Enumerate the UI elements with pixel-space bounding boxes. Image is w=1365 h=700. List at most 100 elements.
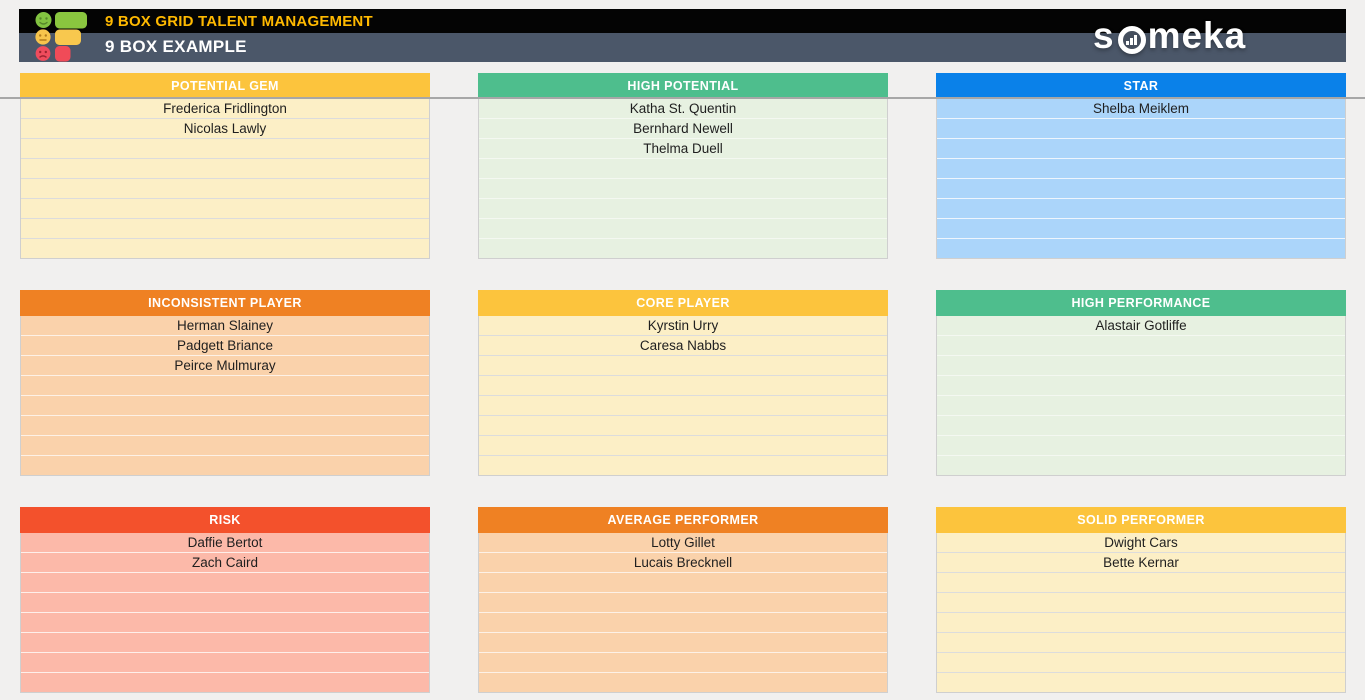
empty-cell[interactable] bbox=[937, 416, 1345, 436]
empty-cell[interactable] bbox=[479, 436, 887, 456]
member-cell[interactable]: Shelba Meiklem bbox=[937, 99, 1345, 119]
box-rows: Kyrstin Urry Caresa Nabbs bbox=[478, 316, 888, 476]
empty-cell[interactable] bbox=[21, 416, 429, 436]
empty-cell[interactable] bbox=[21, 139, 429, 159]
app-title: 9 BOX GRID TALENT MANAGEMENT bbox=[105, 13, 373, 30]
empty-cell[interactable] bbox=[21, 593, 429, 613]
member-cell[interactable]: Bette Kernar bbox=[937, 553, 1345, 573]
empty-cell[interactable] bbox=[937, 199, 1345, 219]
empty-cell[interactable] bbox=[21, 573, 429, 593]
empty-cell[interactable] bbox=[479, 593, 887, 613]
member-cell[interactable]: Dwight Cars bbox=[937, 533, 1345, 553]
empty-cell[interactable] bbox=[937, 336, 1345, 356]
member-cell[interactable]: Lucais Brecknell bbox=[479, 553, 887, 573]
empty-cell[interactable] bbox=[937, 356, 1345, 376]
empty-cell[interactable] bbox=[479, 219, 887, 239]
empty-cell[interactable] bbox=[479, 179, 887, 199]
member-cell[interactable]: Kyrstin Urry bbox=[479, 316, 887, 336]
someka-logo: s meka bbox=[1093, 9, 1246, 62]
empty-cell[interactable] bbox=[937, 139, 1345, 159]
box-title: SOLID PERFORMER bbox=[1077, 513, 1205, 527]
empty-cell[interactable] bbox=[937, 633, 1345, 653]
member-cell[interactable]: Thelma Duell bbox=[479, 139, 887, 159]
empty-cell[interactable] bbox=[479, 673, 887, 692]
empty-cell[interactable] bbox=[21, 673, 429, 692]
empty-cell[interactable] bbox=[479, 653, 887, 673]
talent-box-solid-performer: SOLID PERFORMER Dwight Cars Bette Kernar bbox=[936, 507, 1346, 693]
talent-box-average-performer: AVERAGE PERFORMER Lotty Gillet Lucais Bre… bbox=[478, 507, 888, 693]
box-title: STAR bbox=[1123, 79, 1159, 93]
box-rows: Katha St. Quentin Bernhard Newell Thelma D… bbox=[478, 99, 888, 259]
member-cell[interactable]: Peirce Mulmuray bbox=[21, 356, 429, 376]
empty-cell[interactable] bbox=[21, 396, 429, 416]
empty-cell[interactable] bbox=[21, 376, 429, 396]
empty-cell[interactable] bbox=[21, 456, 429, 475]
empty-cell[interactable] bbox=[479, 376, 887, 396]
empty-cell[interactable] bbox=[937, 673, 1345, 692]
empty-cell[interactable] bbox=[21, 219, 429, 239]
member-cell[interactable]: Padgett Briance bbox=[21, 336, 429, 356]
empty-cell[interactable] bbox=[21, 436, 429, 456]
empty-cell[interactable] bbox=[479, 356, 887, 376]
member-cell[interactable]: Katha St. Quentin bbox=[479, 99, 887, 119]
empty-cell[interactable] bbox=[937, 159, 1345, 179]
box-rows: Herman Slainey Padgett Briance Peirce Mulm… bbox=[20, 316, 430, 476]
empty-cell[interactable] bbox=[479, 239, 887, 258]
empty-cell[interactable] bbox=[21, 159, 429, 179]
box-header: HIGH POTENTIAL bbox=[478, 73, 888, 99]
brand-text-start: s bbox=[1093, 14, 1115, 56]
empty-cell[interactable] bbox=[479, 573, 887, 593]
empty-cell[interactable] bbox=[21, 239, 429, 258]
empty-cell[interactable] bbox=[937, 456, 1345, 475]
empty-cell[interactable] bbox=[937, 653, 1345, 673]
empty-cell[interactable] bbox=[937, 179, 1345, 199]
box-title: HIGH POTENTIAL bbox=[627, 79, 739, 93]
empty-cell[interactable] bbox=[937, 119, 1345, 139]
empty-cell[interactable] bbox=[479, 613, 887, 633]
box-header: INCONSISTENT PLAYER bbox=[20, 290, 430, 316]
empty-cell[interactable] bbox=[937, 436, 1345, 456]
box-rows: Frederica Fridlington Nicolas Lawly bbox=[20, 99, 430, 259]
empty-cell[interactable] bbox=[479, 416, 887, 436]
brand-chart-icon bbox=[1117, 25, 1146, 54]
top-banner: 9 BOX GRID TALENT MANAGEMENT 9 BOX EXAMP… bbox=[19, 9, 1346, 62]
empty-cell[interactable] bbox=[479, 199, 887, 219]
empty-cell[interactable] bbox=[937, 396, 1345, 416]
member-cell[interactable]: Lotty Gillet bbox=[479, 533, 887, 553]
empty-cell[interactable] bbox=[937, 376, 1345, 396]
empty-cell[interactable] bbox=[479, 456, 887, 475]
member-cell[interactable]: Caresa Nabbs bbox=[479, 336, 887, 356]
empty-cell[interactable] bbox=[21, 199, 429, 219]
box-rows: Dwight Cars Bette Kernar bbox=[936, 533, 1346, 693]
empty-cell[interactable] bbox=[21, 633, 429, 653]
empty-cell[interactable] bbox=[937, 219, 1345, 239]
member-cell[interactable]: Alastair Gotliffe bbox=[937, 316, 1345, 336]
talent-box-star: STAR Shelba Meiklem bbox=[936, 73, 1346, 259]
talent-box-risk: RISK Daffie Bertot Zach Caird bbox=[20, 507, 430, 693]
member-cell[interactable]: Bernhard Newell bbox=[479, 119, 887, 139]
box-title: POTENTIAL GEM bbox=[171, 79, 279, 93]
empty-cell[interactable] bbox=[479, 633, 887, 653]
empty-cell[interactable] bbox=[479, 396, 887, 416]
empty-cell[interactable] bbox=[479, 159, 887, 179]
member-cell[interactable]: Herman Slainey bbox=[21, 316, 429, 336]
brand-text-end: meka bbox=[1147, 14, 1247, 56]
empty-cell[interactable] bbox=[937, 593, 1345, 613]
empty-cell[interactable] bbox=[21, 179, 429, 199]
sheet-title: 9 BOX EXAMPLE bbox=[105, 37, 247, 56]
box-rows: Shelba Meiklem bbox=[936, 99, 1346, 259]
empty-cell[interactable] bbox=[937, 573, 1345, 593]
member-cell[interactable]: Frederica Fridlington bbox=[21, 99, 429, 119]
box-title: INCONSISTENT PLAYER bbox=[148, 296, 302, 310]
box-header: CORE PLAYER bbox=[478, 290, 888, 316]
talent-box-potential-gem: POTENTIAL GEM Frederica Fridlington Nicol… bbox=[20, 73, 430, 259]
empty-cell[interactable] bbox=[937, 613, 1345, 633]
empty-cell[interactable] bbox=[21, 653, 429, 673]
member-cell[interactable]: Zach Caird bbox=[21, 553, 429, 573]
box-title: RISK bbox=[209, 513, 241, 527]
empty-cell[interactable] bbox=[937, 239, 1345, 258]
member-cell[interactable]: Daffie Bertot bbox=[21, 533, 429, 553]
box-header: STAR bbox=[936, 73, 1346, 99]
member-cell[interactable]: Nicolas Lawly bbox=[21, 119, 429, 139]
empty-cell[interactable] bbox=[21, 613, 429, 633]
